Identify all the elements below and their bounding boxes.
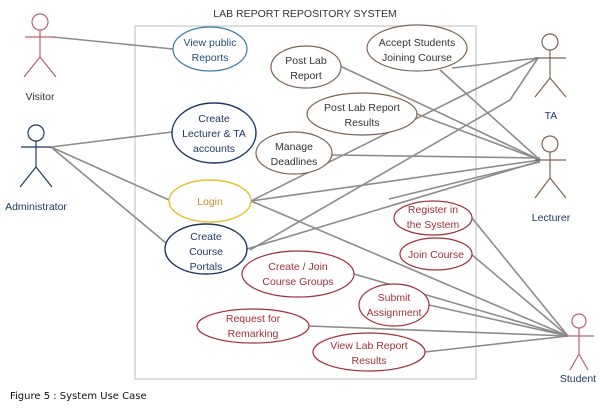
svg-text:Post Lab: Post Lab: [285, 55, 327, 67]
svg-text:Reports: Reports: [192, 52, 229, 64]
system-boundary: [134, 25, 477, 380]
use-case-create-accounts: Create Lecturer & TA accounts: [171, 102, 257, 164]
diagram-title: LAB REPORT REPOSITORY SYSTEM: [213, 8, 396, 20]
use-case-course-groups: Create / Join Course Groups: [241, 250, 355, 298]
svg-text:Remarking: Remarking: [228, 328, 279, 340]
use-case-submit-assignment: Submit Assignment: [358, 283, 430, 327]
use-case-register: Register in the System: [393, 200, 473, 236]
use-case-post-lab-report: Post Lab Report: [270, 45, 342, 89]
use-case-request-remarking: Request for Remarking: [196, 308, 310, 344]
svg-text:Lecturer & TA: Lecturer & TA: [182, 128, 246, 140]
svg-text:Results: Results: [344, 117, 379, 129]
use-case-post-lab-report-results: Post Lab Report Results: [306, 92, 418, 136]
svg-text:Assignment: Assignment: [367, 307, 422, 319]
use-case-view-lab-report-results: View Lab Report Results: [312, 332, 426, 372]
associations: [50, 36, 569, 353]
svg-text:Post Lab Report: Post Lab Report: [324, 102, 400, 114]
svg-text:Request for: Request for: [226, 313, 281, 325]
svg-text:Create / Join: Create / Join: [268, 261, 328, 273]
svg-text:Submit: Submit: [378, 292, 411, 304]
actor-visitor-label: Visitor: [26, 91, 55, 103]
svg-text:accounts: accounts: [193, 143, 235, 155]
svg-text:Join Course: Join Course: [408, 249, 464, 261]
svg-text:Course Groups: Course Groups: [262, 276, 333, 288]
use-case-login: Login: [168, 179, 252, 223]
actor-administrator: [19, 124, 53, 188]
actor-lecturer: [534, 135, 567, 199]
use-case-create-course-portals: Create Course Portals: [164, 223, 248, 275]
use-case-manage-deadlines: Manage Deadlines: [255, 131, 333, 175]
actor-ta-label: TA: [545, 110, 558, 122]
svg-text:Create: Create: [198, 113, 230, 125]
use-case-join-course: Join Course: [399, 237, 473, 271]
svg-text:Report: Report: [290, 70, 322, 82]
actor-lecturer-label: Lecturer: [532, 212, 571, 224]
actor-visitor: [23, 13, 57, 78]
svg-text:Login: Login: [197, 196, 223, 208]
svg-text:Portals: Portals: [190, 261, 223, 273]
svg-text:View public: View public: [184, 37, 237, 49]
svg-text:Deadlines: Deadlines: [271, 156, 318, 168]
svg-text:Accept Students: Accept Students: [379, 37, 455, 49]
actor-administrator-label: Administrator: [5, 201, 67, 213]
actor-student: [564, 313, 594, 371]
svg-text:Joining Course: Joining Course: [382, 52, 452, 64]
actor-student-label: Student: [560, 373, 596, 385]
svg-text:Manage: Manage: [275, 141, 313, 153]
svg-text:the System: the System: [407, 219, 460, 231]
svg-text:View Lab Report: View Lab Report: [330, 340, 408, 352]
svg-text:Results: Results: [351, 355, 386, 367]
svg-text:Register in: Register in: [408, 204, 458, 216]
use-case-view-public-reports: View public Reports: [172, 26, 248, 72]
figure-caption: Figure 5 : System Use Case: [10, 391, 147, 402]
svg-text:Course: Course: [189, 246, 223, 258]
actor-ta: [534, 33, 567, 98]
svg-text:Create: Create: [190, 231, 222, 243]
use-case-accept-students: Accept Students Joining Course: [366, 24, 468, 72]
